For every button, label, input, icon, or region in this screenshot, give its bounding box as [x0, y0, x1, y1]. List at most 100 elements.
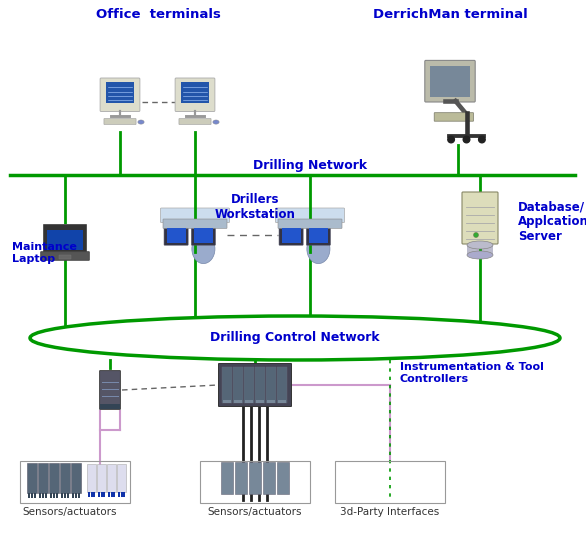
- FancyBboxPatch shape: [161, 208, 230, 223]
- Bar: [267, 400, 275, 403]
- Bar: [106, 82, 134, 103]
- Text: Drilling Network: Drilling Network: [253, 159, 367, 172]
- Bar: [277, 367, 287, 403]
- FancyBboxPatch shape: [175, 78, 215, 111]
- Bar: [39, 493, 41, 498]
- Ellipse shape: [30, 316, 560, 360]
- Bar: [38, 463, 48, 493]
- FancyBboxPatch shape: [43, 225, 87, 254]
- Bar: [256, 400, 264, 403]
- Text: Office  terminals: Office terminals: [96, 8, 220, 21]
- FancyBboxPatch shape: [275, 208, 345, 223]
- Ellipse shape: [467, 251, 493, 259]
- Bar: [107, 464, 116, 492]
- Bar: [233, 367, 243, 403]
- Bar: [53, 493, 55, 498]
- Bar: [266, 367, 276, 403]
- Bar: [118, 492, 120, 497]
- FancyBboxPatch shape: [279, 225, 303, 245]
- Circle shape: [463, 136, 470, 143]
- Bar: [309, 228, 328, 242]
- Ellipse shape: [307, 234, 330, 264]
- FancyBboxPatch shape: [306, 225, 331, 245]
- Bar: [278, 400, 286, 403]
- FancyBboxPatch shape: [462, 192, 498, 244]
- Bar: [64, 493, 66, 498]
- Bar: [467, 244, 493, 255]
- Bar: [111, 492, 113, 497]
- Text: 3d-Party Interfaces: 3d-Party Interfaces: [340, 507, 440, 517]
- Bar: [117, 464, 126, 492]
- Bar: [244, 367, 254, 403]
- Text: Instrumentation & Tool
Controllers: Instrumentation & Tool Controllers: [400, 362, 544, 384]
- Ellipse shape: [213, 120, 219, 124]
- Bar: [20, 461, 130, 503]
- Bar: [87, 464, 96, 492]
- FancyBboxPatch shape: [425, 60, 475, 102]
- Bar: [71, 463, 81, 493]
- Bar: [249, 462, 261, 494]
- Ellipse shape: [192, 234, 215, 264]
- FancyBboxPatch shape: [163, 219, 227, 228]
- Bar: [255, 367, 265, 403]
- Bar: [97, 464, 106, 492]
- Bar: [234, 400, 242, 403]
- Bar: [223, 400, 231, 403]
- Text: Maintance
Laptop: Maintance Laptop: [12, 242, 77, 264]
- Bar: [27, 463, 37, 493]
- Bar: [181, 82, 209, 103]
- Bar: [50, 493, 52, 498]
- Bar: [113, 492, 115, 497]
- FancyBboxPatch shape: [40, 251, 89, 261]
- Text: Sensors/actuators: Sensors/actuators: [208, 507, 302, 517]
- Bar: [221, 462, 233, 494]
- Text: Drillers
Workstation: Drillers Workstation: [214, 193, 295, 221]
- FancyBboxPatch shape: [219, 363, 291, 407]
- Bar: [72, 493, 74, 498]
- Circle shape: [479, 136, 485, 143]
- Ellipse shape: [138, 120, 144, 124]
- Bar: [98, 492, 100, 497]
- Bar: [108, 492, 110, 497]
- Bar: [61, 493, 63, 498]
- Bar: [49, 463, 59, 493]
- Bar: [90, 492, 93, 497]
- FancyBboxPatch shape: [192, 225, 216, 245]
- Bar: [282, 228, 301, 242]
- Bar: [56, 493, 58, 498]
- Bar: [45, 493, 47, 498]
- Bar: [31, 493, 33, 498]
- Ellipse shape: [467, 241, 493, 249]
- Text: Sensors/actuators: Sensors/actuators: [23, 507, 117, 517]
- Bar: [100, 404, 120, 409]
- Bar: [166, 228, 186, 242]
- FancyBboxPatch shape: [100, 78, 140, 111]
- Bar: [34, 493, 36, 498]
- FancyBboxPatch shape: [434, 113, 473, 121]
- Bar: [75, 493, 77, 498]
- Bar: [335, 461, 445, 503]
- Bar: [103, 492, 105, 497]
- Bar: [263, 462, 275, 494]
- Bar: [60, 463, 70, 493]
- Circle shape: [448, 136, 454, 143]
- Bar: [28, 493, 30, 498]
- Bar: [59, 255, 71, 259]
- Text: Database/
Applcation
Server: Database/ Applcation Server: [518, 200, 586, 243]
- Circle shape: [473, 233, 479, 238]
- Bar: [47, 230, 83, 250]
- Bar: [200, 461, 310, 503]
- Bar: [121, 492, 122, 497]
- Bar: [67, 493, 69, 498]
- Text: DerrichMan terminal: DerrichMan terminal: [373, 8, 527, 21]
- Bar: [194, 228, 213, 242]
- FancyBboxPatch shape: [278, 219, 342, 228]
- FancyBboxPatch shape: [100, 371, 120, 409]
- Bar: [430, 66, 470, 97]
- Bar: [235, 462, 247, 494]
- Bar: [101, 492, 103, 497]
- Bar: [222, 367, 232, 403]
- Bar: [88, 492, 90, 497]
- Bar: [123, 492, 125, 497]
- FancyBboxPatch shape: [179, 119, 211, 125]
